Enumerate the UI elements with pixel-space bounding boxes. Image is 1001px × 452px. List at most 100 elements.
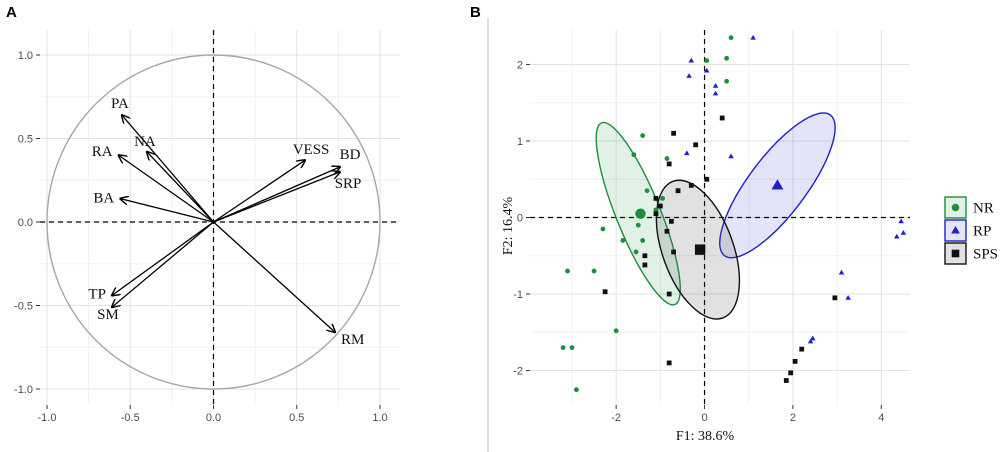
vector-arrow-na — [147, 152, 214, 223]
point-sps-21 — [788, 370, 794, 376]
panel-a-x-tick-label-1: -0.5 — [121, 412, 140, 424]
centroid-nr — [635, 208, 646, 219]
point-nr-6 — [664, 156, 670, 161]
panel-b-letter: B — [470, 4, 481, 21]
point-sps-11 — [664, 228, 670, 234]
point-rp-13 — [810, 335, 816, 341]
vector-arrow-srp — [213, 172, 341, 223]
point-sps-6 — [675, 188, 681, 194]
point-rp-14 — [807, 338, 814, 344]
point-rp-11 — [838, 269, 845, 275]
vector-arrow-ra — [119, 155, 214, 223]
point-nr-19 — [613, 328, 619, 334]
point-rp-7 — [728, 153, 734, 159]
legend-label-nr: NR — [973, 201, 994, 217]
panel-a-unit-circle-group — [46, 54, 381, 390]
point-sps-20 — [792, 358, 798, 364]
panel-a-y-tick-label-2: 0.0 — [18, 217, 33, 229]
panel-b-y-axis-label: F2: 16.4% — [501, 196, 516, 255]
point-sps-15 — [602, 289, 608, 295]
panel-b-points — [560, 34, 907, 393]
point-sps-1 — [671, 130, 677, 136]
point-nr-8 — [660, 195, 665, 201]
vector-arrow-tp — [112, 221, 214, 295]
panel-b-ticks: -2 0 2 4 -2 -1 0 1 2 — [513, 59, 884, 424]
point-nr-12 — [640, 238, 646, 243]
vector-label-pa: PA — [111, 96, 129, 112]
vector-label-sm: SM — [97, 307, 119, 323]
panel-a-x-tick-label-0: -1.0 — [38, 412, 57, 424]
panel-a-x-tick-label-4: 1.0 — [372, 412, 387, 424]
panel-b-x-tick-label-0: -2 — [611, 412, 621, 424]
vector-label-tp: TP — [88, 286, 106, 302]
point-rp-5 — [712, 90, 719, 96]
vector-arrow-rm — [213, 221, 336, 332]
vector-label-srp: SRP — [335, 176, 362, 192]
panel-b-x-tick-label-3: 4 — [878, 412, 884, 424]
panel-b-y-tick-label-1: -1 — [513, 289, 523, 301]
point-rp-0 — [750, 34, 756, 40]
point-sps-3 — [666, 161, 672, 167]
panel-b-y-tick-label-0: -2 — [513, 366, 523, 378]
panel-b-y-tick-label-4: 2 — [517, 59, 523, 71]
point-nr-11 — [620, 238, 626, 243]
panel-b-x-tick-label-1: 0 — [701, 412, 707, 424]
vector-arrow-vess — [213, 160, 306, 223]
point-sps-7 — [653, 195, 659, 201]
point-sps-18 — [832, 295, 838, 301]
panel-a-correlation-circle: PA NA RA BA VESS BD SRP TP SM RM -1.0 -0.5 0.0 0.5 1.… — [14, 30, 400, 424]
vector-label-na: NA — [134, 134, 156, 150]
legend-label-rp: RP — [973, 224, 991, 240]
point-sps-9 — [653, 211, 659, 217]
panel-a-y-tick-label-0: -1.0 — [14, 384, 33, 396]
panel-a-vectors: PA NA RA BA VESS BD SRP TP SM RM — [88, 96, 364, 348]
point-rp-9 — [893, 233, 900, 239]
centroid-sps — [694, 244, 706, 255]
point-sps-16 — [666, 291, 672, 297]
panel-b-score-plot: -2 0 2 4 -2 -1 0 1 2 F1: 38.6% F2: 16.4% — [501, 30, 910, 444]
point-sps-12 — [642, 253, 648, 259]
point-sps-0 — [719, 115, 725, 121]
point-rp-10 — [900, 229, 907, 235]
point-rp-2 — [703, 67, 710, 73]
vector-label-bd: BD — [340, 147, 361, 163]
point-nr-16 — [565, 268, 570, 274]
point-nr-18 — [560, 345, 566, 351]
panel-a-x-tick-label-3: 0.5 — [289, 412, 304, 424]
panel-a-axes — [40, 30, 400, 405]
point-nr-1 — [724, 55, 730, 61]
vector-label-rm: RM — [341, 332, 364, 348]
panel-a-ticks: -1.0 -0.5 0.0 0.5 1.0 -1.0 -0.5 0.0 0.5 1.0 — [14, 50, 388, 424]
point-sps-2 — [693, 142, 699, 148]
vector-label-vess: VESS — [293, 142, 330, 158]
panel-b-y-tick-label-2: 0 — [517, 213, 523, 225]
vector-label-ba: BA — [93, 191, 114, 207]
panel-a-x-tick-label-2: 0.0 — [206, 412, 221, 424]
point-nr-9 — [653, 207, 659, 213]
vector-label-ra: RA — [92, 144, 113, 160]
legend: NR RP SPS — [944, 196, 998, 265]
point-rp-6 — [684, 150, 690, 156]
panel-a-y-tick-label-1: -0.5 — [14, 301, 33, 313]
panel-b-x-tick-label-2: 2 — [790, 412, 796, 424]
point-nr-13 — [633, 249, 639, 255]
point-rp-3 — [686, 73, 692, 78]
point-sps-14 — [671, 249, 677, 255]
panel-a-y-tick-label-4: 1.0 — [18, 50, 33, 62]
legend-marker-rp — [951, 226, 960, 234]
point-sps-4 — [688, 182, 694, 188]
vector-arrow-bd — [213, 167, 341, 223]
point-sps-10 — [668, 218, 674, 224]
point-nr-10 — [635, 222, 641, 228]
point-sps-17 — [666, 360, 672, 366]
legend-marker-nr — [951, 203, 960, 212]
centroid-rp — [771, 179, 784, 190]
vector-arrow-ba — [120, 199, 214, 223]
point-rp-1 — [688, 57, 695, 63]
panel-a-y-tick-label-3: 0.5 — [18, 134, 33, 146]
point-sps-13 — [642, 262, 648, 268]
point-nr-5 — [631, 152, 637, 158]
point-nr-0 — [728, 35, 734, 41]
point-sps-5 — [704, 176, 710, 182]
